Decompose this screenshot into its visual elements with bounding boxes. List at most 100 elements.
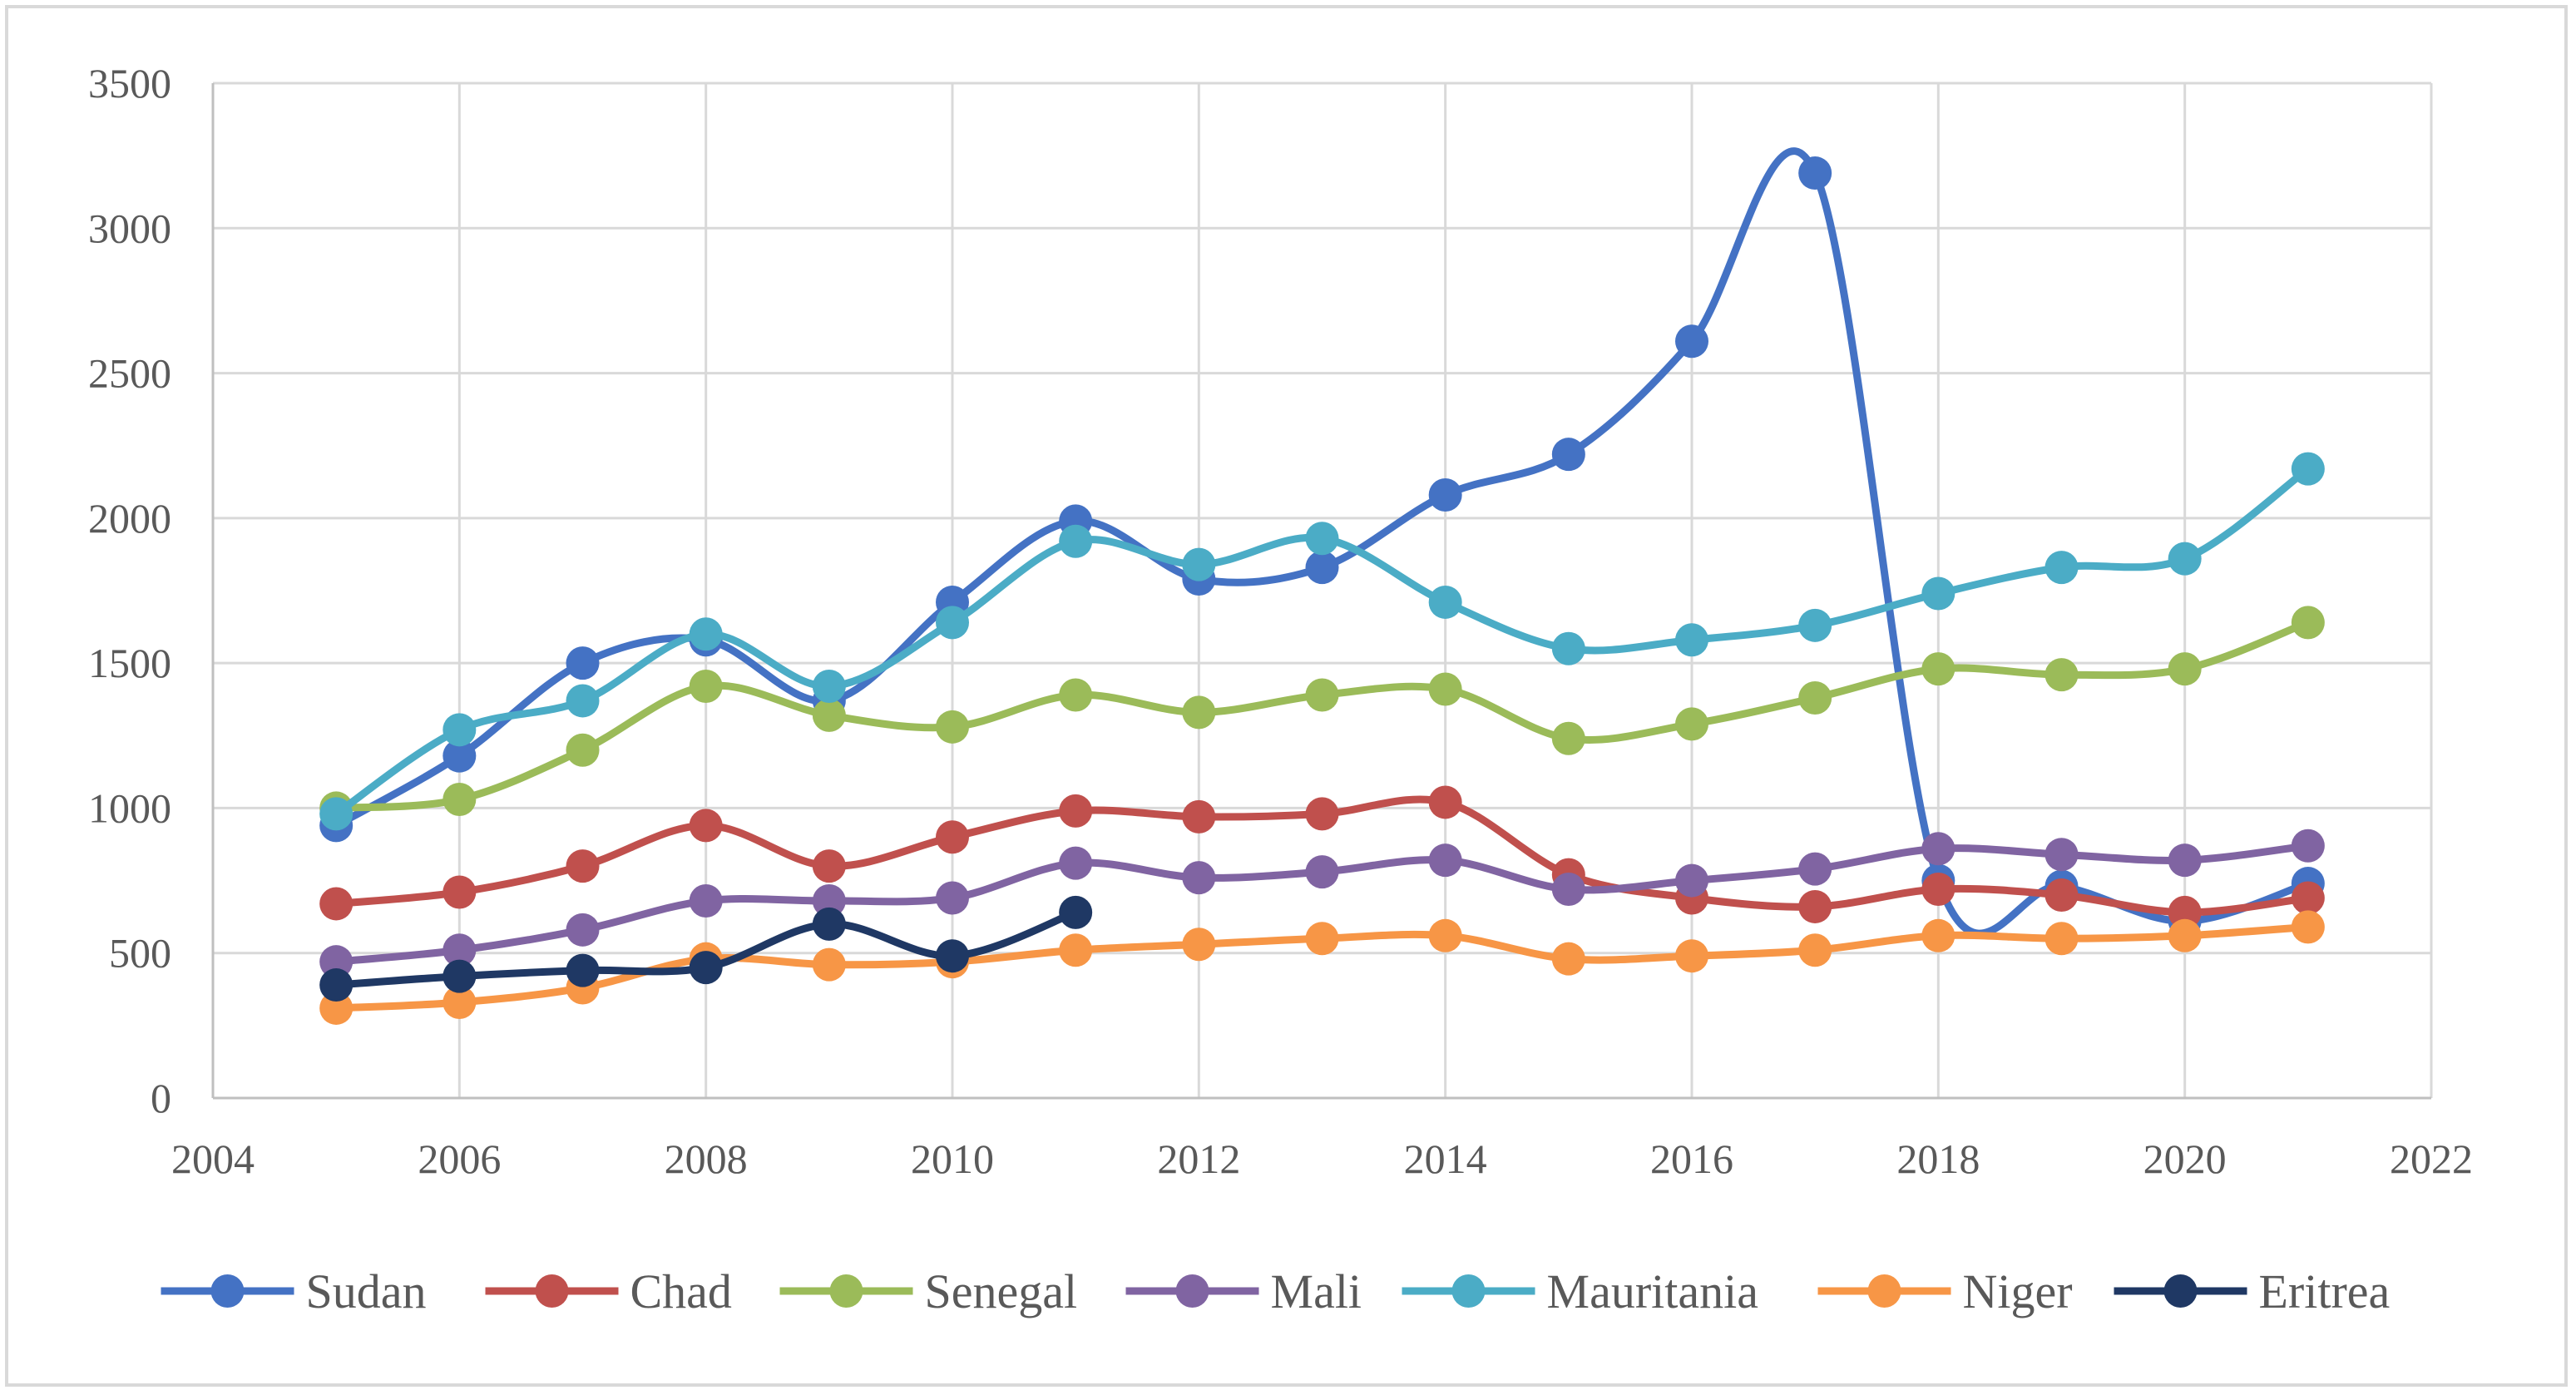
data-point-senegal [1921, 652, 1955, 686]
x-tick-label: 2016 [1650, 1135, 1733, 1182]
data-point-eritrea [936, 939, 969, 973]
y-tick-label: 1000 [88, 784, 171, 831]
y-tick-label: 3500 [88, 60, 171, 106]
x-tick-label: 2012 [1157, 1135, 1240, 1182]
data-point-chad [1921, 873, 1955, 907]
data-point-mauritania [1921, 576, 1955, 611]
data-point-niger [1798, 933, 1832, 967]
data-point-chad [812, 849, 846, 883]
data-point-senegal [936, 710, 969, 744]
data-point-niger [2044, 922, 2079, 956]
data-point-eritrea [443, 959, 477, 993]
series-eritrea [319, 895, 1093, 1002]
x-tick-label: 2008 [665, 1135, 748, 1182]
x-tick-label: 2018 [1896, 1135, 1980, 1182]
data-point-mali [1182, 861, 1216, 895]
data-point-mali [1305, 855, 1339, 889]
y-tick-label: 2000 [88, 495, 171, 542]
x-tick-label: 2004 [171, 1135, 255, 1182]
legend-marker-mauritania [1451, 1274, 1486, 1308]
y-tick-label: 500 [109, 930, 171, 977]
data-point-senegal [1675, 707, 1708, 741]
legend-label-sudan: Sudan [306, 1264, 427, 1318]
data-point-chad [1182, 799, 1216, 834]
data-point-sudan [566, 646, 600, 680]
data-point-sudan [1305, 551, 1339, 585]
legend-item-mauritania: Mauritania [1402, 1264, 1758, 1318]
data-point-mali [1059, 846, 1093, 880]
y-tick-label: 3000 [88, 205, 171, 251]
data-point-chad [566, 849, 600, 883]
data-point-chad [1305, 797, 1339, 831]
legend-label-chad: Chad [630, 1264, 732, 1318]
legend-item-niger: Niger [1817, 1264, 2073, 1318]
legend-marker-niger [1867, 1274, 1901, 1308]
data-point-niger [1921, 918, 1955, 952]
series-mali [319, 829, 2325, 979]
data-point-chad [2168, 895, 2202, 929]
x-tick-label: 2022 [2390, 1135, 2473, 1182]
data-point-mali [1551, 873, 1585, 907]
data-point-mali [2044, 838, 2079, 872]
data-point-chad [443, 875, 477, 909]
data-point-chad [936, 820, 969, 854]
data-point-senegal [1551, 721, 1585, 755]
data-point-sudan [1551, 438, 1585, 472]
legend-item-mali: Mali [1125, 1264, 1362, 1318]
data-point-chad [319, 887, 354, 921]
legend: Sudan Chad Senegal Mali Mauritania Niger Eritr… [161, 1264, 2390, 1318]
x-tick-label: 2006 [418, 1135, 501, 1182]
legend-item-senegal: Senegal [779, 1264, 1078, 1318]
data-point-mali [812, 883, 846, 918]
tick-labels: 0 500 1000 1500 2000 2500 3000 3500 2004 2006 2008… [88, 60, 2473, 1182]
data-point-mauritania [1305, 522, 1339, 556]
legend-label-niger: Niger [1963, 1264, 2073, 1318]
data-point-chad [689, 809, 723, 843]
data-point-sudan [1428, 477, 1462, 512]
data-point-niger [1675, 939, 1708, 973]
legend-marker-mali [1175, 1274, 1209, 1308]
data-point-mali [689, 883, 723, 918]
data-point-senegal [1798, 680, 1832, 715]
data-point-mauritania [1428, 585, 1462, 619]
x-tick-label: 2010 [911, 1135, 994, 1182]
data-point-niger [1059, 933, 1093, 967]
legend-label-senegal: Senegal [925, 1264, 1078, 1318]
data-point-mauritania [443, 713, 477, 747]
data-point-niger [1182, 928, 1216, 962]
data-point-senegal [1428, 672, 1462, 706]
data-point-sudan [1798, 156, 1832, 190]
data-point-senegal [1059, 678, 1093, 712]
data-point-mauritania [1059, 524, 1093, 558]
legend-item-chad: Chad [485, 1264, 732, 1318]
data-point-mauritania [1182, 547, 1216, 581]
data-point-mali [2291, 829, 2325, 863]
data-point-eritrea [1059, 895, 1093, 929]
data-point-senegal [812, 698, 846, 732]
data-point-mauritania [936, 606, 969, 640]
data-point-mauritania [2168, 542, 2202, 576]
data-point-senegal [1305, 678, 1339, 712]
data-point-mauritania [1798, 608, 1832, 642]
data-point-niger [319, 991, 354, 1025]
data-point-mali [319, 945, 354, 979]
series-mauritania [319, 452, 2325, 831]
series-line-senegal [332, 618, 2312, 812]
y-tick-label: 2500 [88, 350, 171, 397]
data-point-senegal [689, 670, 723, 704]
data-point-niger [2168, 918, 2202, 952]
axes [211, 83, 2431, 1100]
y-tick-label: 0 [151, 1075, 171, 1121]
data-point-mauritania [2291, 452, 2325, 486]
data-point-mauritania [1675, 623, 1708, 657]
legend-item-sudan: Sudan [161, 1264, 427, 1318]
legend-marker-sudan [210, 1274, 245, 1308]
data-point-mali [1921, 832, 1955, 866]
series-lines [319, 147, 2325, 1025]
data-point-mali [1428, 843, 1462, 878]
legend-label-mali: Mali [1271, 1264, 1362, 1318]
legend-marker-senegal [829, 1274, 863, 1308]
data-point-mauritania [689, 617, 723, 651]
data-point-sudan [443, 739, 477, 773]
